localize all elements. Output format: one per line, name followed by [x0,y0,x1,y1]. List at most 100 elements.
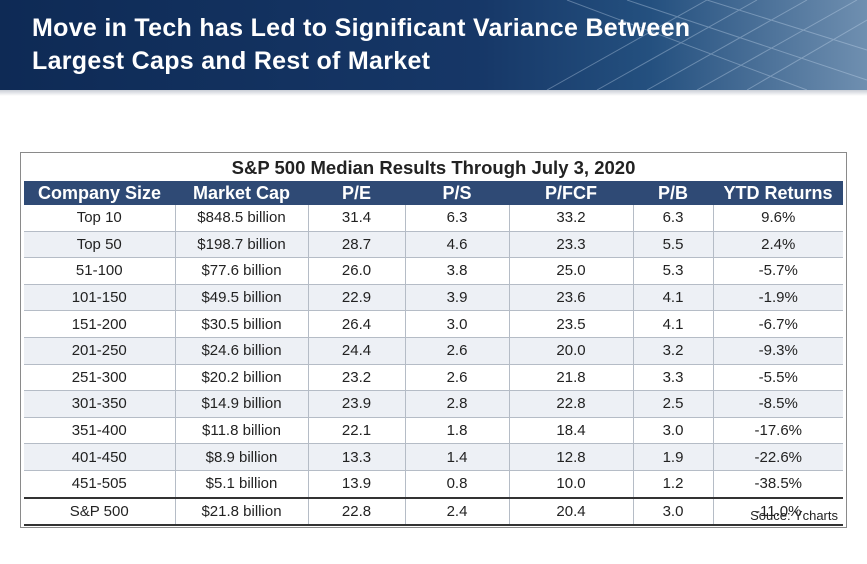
table-row: 251-300 $20.2 billion 23.2 2.6 21.8 3.3 -5.5% [24,364,843,392]
pfcf-cell: 23.3 [509,231,634,259]
market-cap-cell: $24.6 billion [175,337,309,365]
decorative-lines [546,0,867,90]
ytd-returns-cell: -38.5% [713,470,843,499]
pfcf-cell: 18.4 [509,417,634,445]
company-size-cell: Top 10 [24,205,176,232]
pe-cell: 26.4 [308,310,406,338]
ps-cell: 2.6 [405,337,510,365]
pb-cell: 5.5 [633,231,714,259]
pfcf-cell: 25.0 [509,257,634,285]
company-size-cell: 351-400 [24,417,176,445]
company-size-cell: 251-300 [24,364,176,392]
header-pe: P/E [308,181,405,205]
title-banner: Move in Tech has Led to Significant Vari… [0,0,867,90]
pe-cell: 23.9 [308,390,406,418]
pfcf-cell: 20.4 [509,496,634,527]
pb-cell: 3.0 [633,417,714,445]
header-company-size: Company Size [24,181,175,205]
pfcf-cell: 21.8 [509,364,634,392]
market-cap-cell: $198.7 billion [175,231,309,259]
ps-cell: 4.6 [405,231,510,259]
pfcf-cell: 23.5 [509,310,634,338]
ps-cell: 3.8 [405,257,510,285]
header-market-cap: Market Cap [175,181,308,205]
company-size-cell: 151-200 [24,310,176,338]
market-cap-cell: $11.8 billion [175,417,309,445]
market-cap-cell: $8.9 billion [175,443,309,471]
pfcf-cell: 12.8 [509,443,634,471]
pb-cell: 3.3 [633,364,714,392]
pe-cell: 23.2 [308,364,406,392]
market-cap-cell: $14.9 billion [175,390,309,418]
pfcf-cell: 10.0 [509,470,634,499]
table-row: 401-450 $8.9 billion 13.3 1.4 12.8 1.9 -22.6% [24,443,843,471]
ytd-returns-cell: -1.9% [713,284,843,312]
company-size-cell: Top 50 [24,231,176,259]
ytd-returns-cell: 9.6% [713,205,843,232]
table-row: 51-100 $77.6 billion 26.0 3.8 25.0 5.3 -5.7% [24,257,843,285]
banner-shadow [0,90,867,96]
table-row: 101-150 $49.5 billion 22.9 3.9 23.6 4.1 -1.9% [24,284,843,312]
header-ps: P/S [405,181,509,205]
table-row: 301-350 $14.9 billion 23.9 2.8 22.8 2.5 -8.5% [24,390,843,418]
pe-cell: 13.9 [308,470,406,499]
ps-cell: 3.0 [405,310,510,338]
pb-cell: 1.2 [633,470,714,499]
table-total-row: S&P 500 $21.8 billion 22.8 2.4 20.4 3.0 -11.0% [24,496,843,527]
company-size-cell: 51-100 [24,257,176,285]
page-title: Move in Tech has Led to Significant Vari… [32,12,842,78]
header-ytd-returns: YTD Returns [713,181,843,205]
market-cap-cell: $49.5 billion [175,284,309,312]
pb-cell: 2.5 [633,390,714,418]
pe-cell: 26.0 [308,257,406,285]
pe-cell: 22.9 [308,284,406,312]
header-pfcf: P/FCF [509,181,633,205]
market-cap-cell: $21.8 billion [175,496,309,527]
market-cap-cell: $77.6 billion [175,257,309,285]
ps-cell: 2.4 [405,496,510,527]
ytd-returns-cell: -17.6% [713,417,843,445]
table-row: 451-505 $5.1 billion 13.9 0.8 10.0 1.2 -38.5% [24,470,843,499]
header-pb: P/B [633,181,713,205]
ytd-returns-cell: -5.7% [713,257,843,285]
table-title: S&P 500 Median Results Through July 3, 2… [231,157,636,178]
pb-cell: 5.3 [633,257,714,285]
ps-cell: 3.9 [405,284,510,312]
pb-cell: 4.1 [633,284,714,312]
ps-cell: 1.4 [405,443,510,471]
ytd-returns-cell: 2.4% [713,231,843,259]
market-cap-cell: $848.5 billion [175,205,309,232]
table-row: Top 50 $198.7 billion 28.7 4.6 23.3 5.5 2.4% [24,231,843,259]
pe-cell: 24.4 [308,337,406,365]
ytd-returns-cell: -8.5% [713,390,843,418]
pb-cell: 3.2 [633,337,714,365]
pfcf-cell: 22.8 [509,390,634,418]
ps-cell: 6.3 [405,205,510,232]
table-header-row: Company Size Market Cap P/E P/S P/FCF P/… [24,181,843,205]
pe-cell: 13.3 [308,443,406,471]
ps-cell: 2.6 [405,364,510,392]
market-cap-cell: $30.5 billion [175,310,309,338]
table-row: 351-400 $11.8 billion 22.1 1.8 18.4 3.0 -17.6% [24,417,843,445]
page-title-line-2: Largest Caps and Rest of Market [32,47,431,75]
table-row: 201-250 $24.6 billion 24.4 2.6 20.0 3.2 -9.3% [24,337,843,365]
company-size-cell: S&P 500 [24,496,176,527]
results-table: Company Size Market Cap P/E P/S P/FCF P/… [24,181,843,527]
pb-cell: 3.0 [633,496,714,527]
ytd-returns-cell: -5.5% [713,364,843,392]
ps-cell: 1.8 [405,417,510,445]
company-size-cell: 451-505 [24,470,176,499]
company-size-cell: 201-250 [24,337,176,365]
page-title-line-1: Move in Tech has Led to Significant Vari… [32,14,691,42]
pe-cell: 31.4 [308,205,406,232]
ytd-returns-cell: -22.6% [713,443,843,471]
pb-cell: 4.1 [633,310,714,338]
pb-cell: 1.9 [633,443,714,471]
ytd-returns-cell: -9.3% [713,337,843,365]
pe-cell: 22.1 [308,417,406,445]
ytd-returns-cell: -11.0% [713,496,843,527]
source-note: Souce: Ycharts [750,508,838,523]
pe-cell: 28.7 [308,231,406,259]
pb-cell: 6.3 [633,205,714,232]
ps-cell: 0.8 [405,470,510,499]
